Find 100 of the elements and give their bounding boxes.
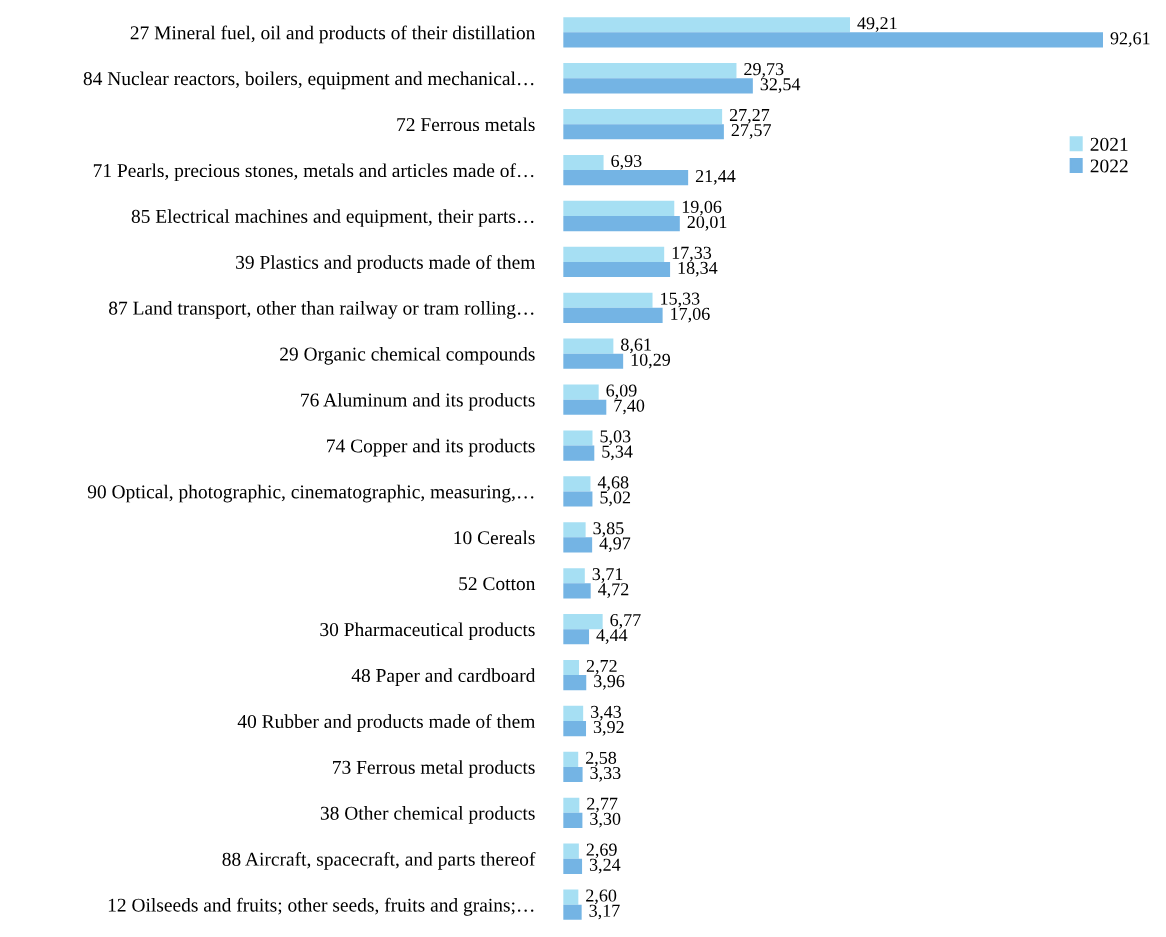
bar	[563, 614, 603, 630]
bar	[563, 353, 624, 369]
bar	[563, 124, 724, 140]
bar	[563, 491, 593, 507]
data-label: 3,85	[593, 522, 624, 537]
data-label: 5,34	[602, 445, 633, 461]
data-label: 18,34	[678, 261, 718, 277]
data-label: 3,96	[594, 675, 625, 690]
data-label: 6,93	[611, 154, 642, 170]
bar	[563, 751, 579, 767]
data-label: 49,21	[857, 17, 897, 32]
y-tick-label: 40 Rubber and products made of them	[237, 714, 536, 733]
data-label: 4,72	[598, 583, 629, 598]
bar	[563, 889, 579, 905]
bar	[563, 721, 587, 737]
data-label: 5,03	[600, 430, 631, 446]
y-tick-label: 74 Copper and its products	[327, 438, 535, 457]
data-label: 8,61	[621, 338, 651, 354]
bar	[563, 797, 580, 813]
bar	[563, 812, 583, 828]
data-label: 6,09	[606, 384, 637, 400]
y-tick-label: 27 Mineral fuel, oil and products of their distillation	[130, 25, 536, 44]
bar	[563, 384, 599, 400]
data-label: 6,77	[610, 614, 641, 629]
data-label: 2,69	[586, 843, 617, 859]
bar	[563, 399, 607, 415]
bar	[563, 307, 663, 323]
bar	[563, 338, 614, 354]
y-tick-label: 52 Cotton	[459, 577, 536, 591]
bar	[563, 170, 689, 186]
data-label: 27,57	[731, 124, 771, 139]
data-label: 3,30	[590, 812, 621, 828]
bar	[563, 675, 587, 691]
y-tick-label: 12 Oilseeds and fruits; other seeds, fruits and grains;…	[108, 897, 534, 916]
bar	[563, 200, 675, 216]
y-tick-label: 76 Aluminum and its products	[301, 392, 535, 411]
bar	[563, 843, 579, 859]
data-label: 92,61	[1110, 32, 1150, 48]
data-label: 19,06	[682, 200, 722, 216]
data-label: 2,72	[586, 659, 617, 675]
data-label: 4,68	[597, 476, 629, 491]
bar	[563, 659, 580, 676]
bar	[563, 78, 753, 94]
bar	[563, 32, 1103, 48]
data-label: 4,97	[599, 537, 631, 553]
y-tick-label: 48 Paper and cardboard	[351, 668, 536, 686]
bar	[563, 537, 593, 553]
data-label: 2,60	[586, 889, 617, 905]
y-tick-label: 30 Pharmaceutical products	[320, 622, 535, 641]
data-label: 17,33	[672, 246, 712, 262]
bar	[563, 215, 680, 232]
bar	[563, 766, 583, 783]
bar	[563, 705, 584, 722]
legend-label: 2021	[1090, 137, 1128, 151]
y-tick-label: 73 Ferrous metal products	[333, 760, 535, 778]
data-label: 21,44	[695, 170, 736, 185]
data-label: 2,58	[586, 751, 617, 767]
data-label: 3,43	[591, 705, 622, 721]
y-tick-label: 87 Land transport, other than railway or tram rolling…	[109, 301, 534, 319]
data-label: 2,77	[587, 797, 618, 813]
y-tick-label: 85 Electrical machines and equipment, their parts…	[131, 209, 534, 227]
data-label: 3,92	[593, 720, 624, 736]
legend-label: 2022	[1090, 159, 1128, 173]
y-tick-label: 39 Plastics and products made of them	[236, 255, 536, 273]
bar	[563, 430, 593, 446]
data-label: 3,71	[592, 568, 623, 583]
bar	[563, 629, 590, 645]
y-tick-label: 38 Other chemical products	[320, 806, 535, 824]
bar	[563, 261, 671, 278]
y-tick-label: 90 Optical, photographic, cinematographic, measuring,…	[87, 484, 534, 503]
bar	[563, 63, 737, 79]
bar	[563, 154, 604, 171]
data-label: 3,24	[589, 858, 621, 874]
data-label: 32,54	[760, 78, 801, 93]
bar	[563, 292, 653, 308]
bar	[563, 583, 591, 599]
data-label: 27,27	[729, 108, 770, 124]
bar	[563, 568, 585, 584]
data-label: 3,17	[589, 904, 620, 920]
y-tick-label: 88 Aircraft, spacecraft, and parts thereof	[222, 851, 536, 870]
data-label: 20,01	[687, 215, 727, 231]
bar	[563, 109, 723, 125]
bar	[563, 904, 582, 920]
y-tick-label: 72 Ferrous metals	[397, 117, 535, 132]
y-tick-label: 84 Nuclear reactors, boilers, equipment and mechanical…	[83, 71, 534, 90]
data-label: 4,44	[596, 629, 628, 644]
data-label: 29,73	[744, 63, 784, 78]
bar	[563, 246, 665, 262]
bar	[563, 476, 591, 492]
y-tick-label: 10 Cereals	[454, 530, 535, 545]
y-tick-label: 71 Pearls, precious stones, metals and articles made of…	[93, 163, 534, 182]
data-label: 7,40	[614, 399, 645, 415]
bar	[563, 17, 851, 33]
bar	[563, 445, 595, 461]
data-label: 15,33	[661, 292, 700, 308]
bar	[563, 522, 586, 538]
bar	[563, 858, 583, 874]
data-label: 3,33	[590, 766, 621, 782]
data-label: 17,06	[671, 307, 710, 323]
y-tick-label: 29 Organic chemical compounds	[280, 346, 535, 365]
